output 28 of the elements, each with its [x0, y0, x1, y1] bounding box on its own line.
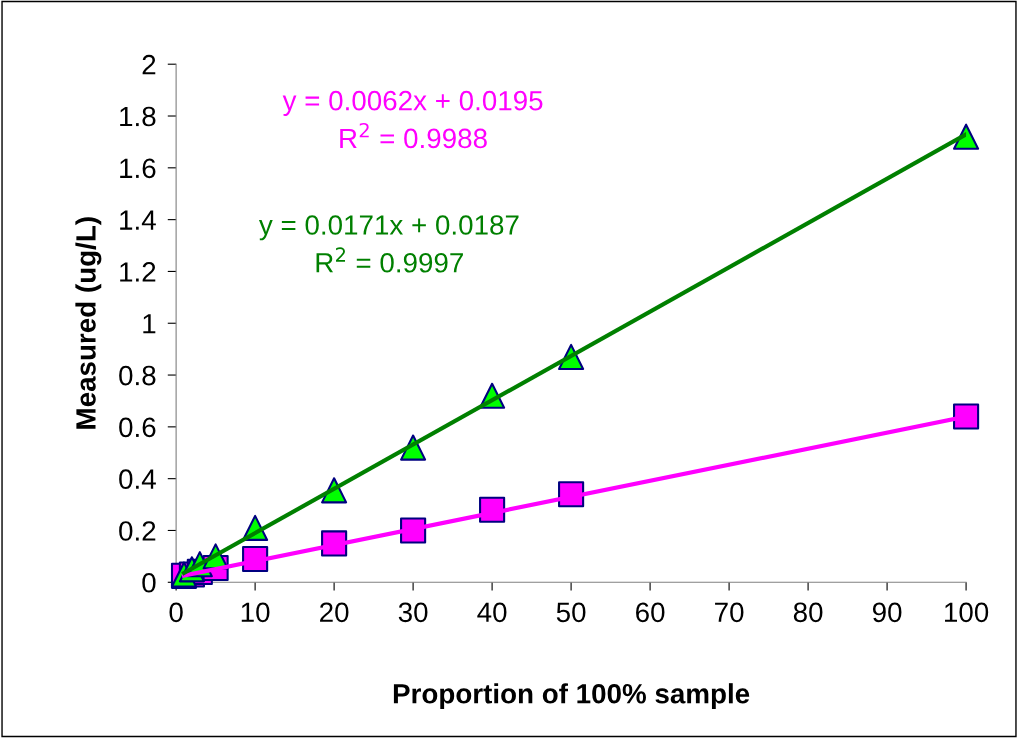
x-tick-label: 80 — [793, 602, 823, 623]
x-tick-label: 10 — [241, 602, 270, 623]
annotation: y = 0.0062x + 0.0195 R$^{2}$ = 0.9988 — [282, 90, 543, 149]
x-tick-label: 90 — [872, 602, 902, 623]
x-tick-label: 0 — [169, 602, 183, 623]
y-tick-label: 2 — [142, 54, 156, 75]
x-tick-label: 50 — [556, 602, 586, 623]
y-tick-label: 1 — [143, 314, 156, 334]
y-tick-label: 0 — [142, 572, 156, 593]
x-tick-label: 30 — [398, 602, 428, 623]
x-tick-label: 40 — [477, 602, 507, 623]
point — [953, 403, 980, 430]
y-tick-label: 1.4 — [120, 210, 156, 230]
x-tick-label: 60 — [636, 602, 665, 623]
y-axis-title: Measured (ug/L) — [75, 217, 102, 429]
y-tick-label: 1.2 — [120, 262, 156, 282]
y-tick-label: 1.8 — [120, 106, 156, 127]
point — [953, 123, 980, 150]
y-tick-label: 1.6 — [120, 158, 156, 179]
x-tick-label: 20 — [320, 602, 349, 623]
x-tick-label: 100 — [945, 602, 989, 623]
x-axis-title: Proportion of 100% sample — [393, 683, 750, 710]
x-tick-label: 70 — [715, 602, 744, 623]
y-tick-label: 0.2 — [119, 521, 156, 541]
y-tick-label: 0.6 — [119, 417, 156, 438]
y-tick-label: 0.4 — [119, 469, 156, 490]
annotation: y = 0.0171x + 0.0187 R$^{2}$ = 0.9997 — [258, 215, 519, 273]
y-tick-label: 0.8 — [119, 365, 156, 386]
